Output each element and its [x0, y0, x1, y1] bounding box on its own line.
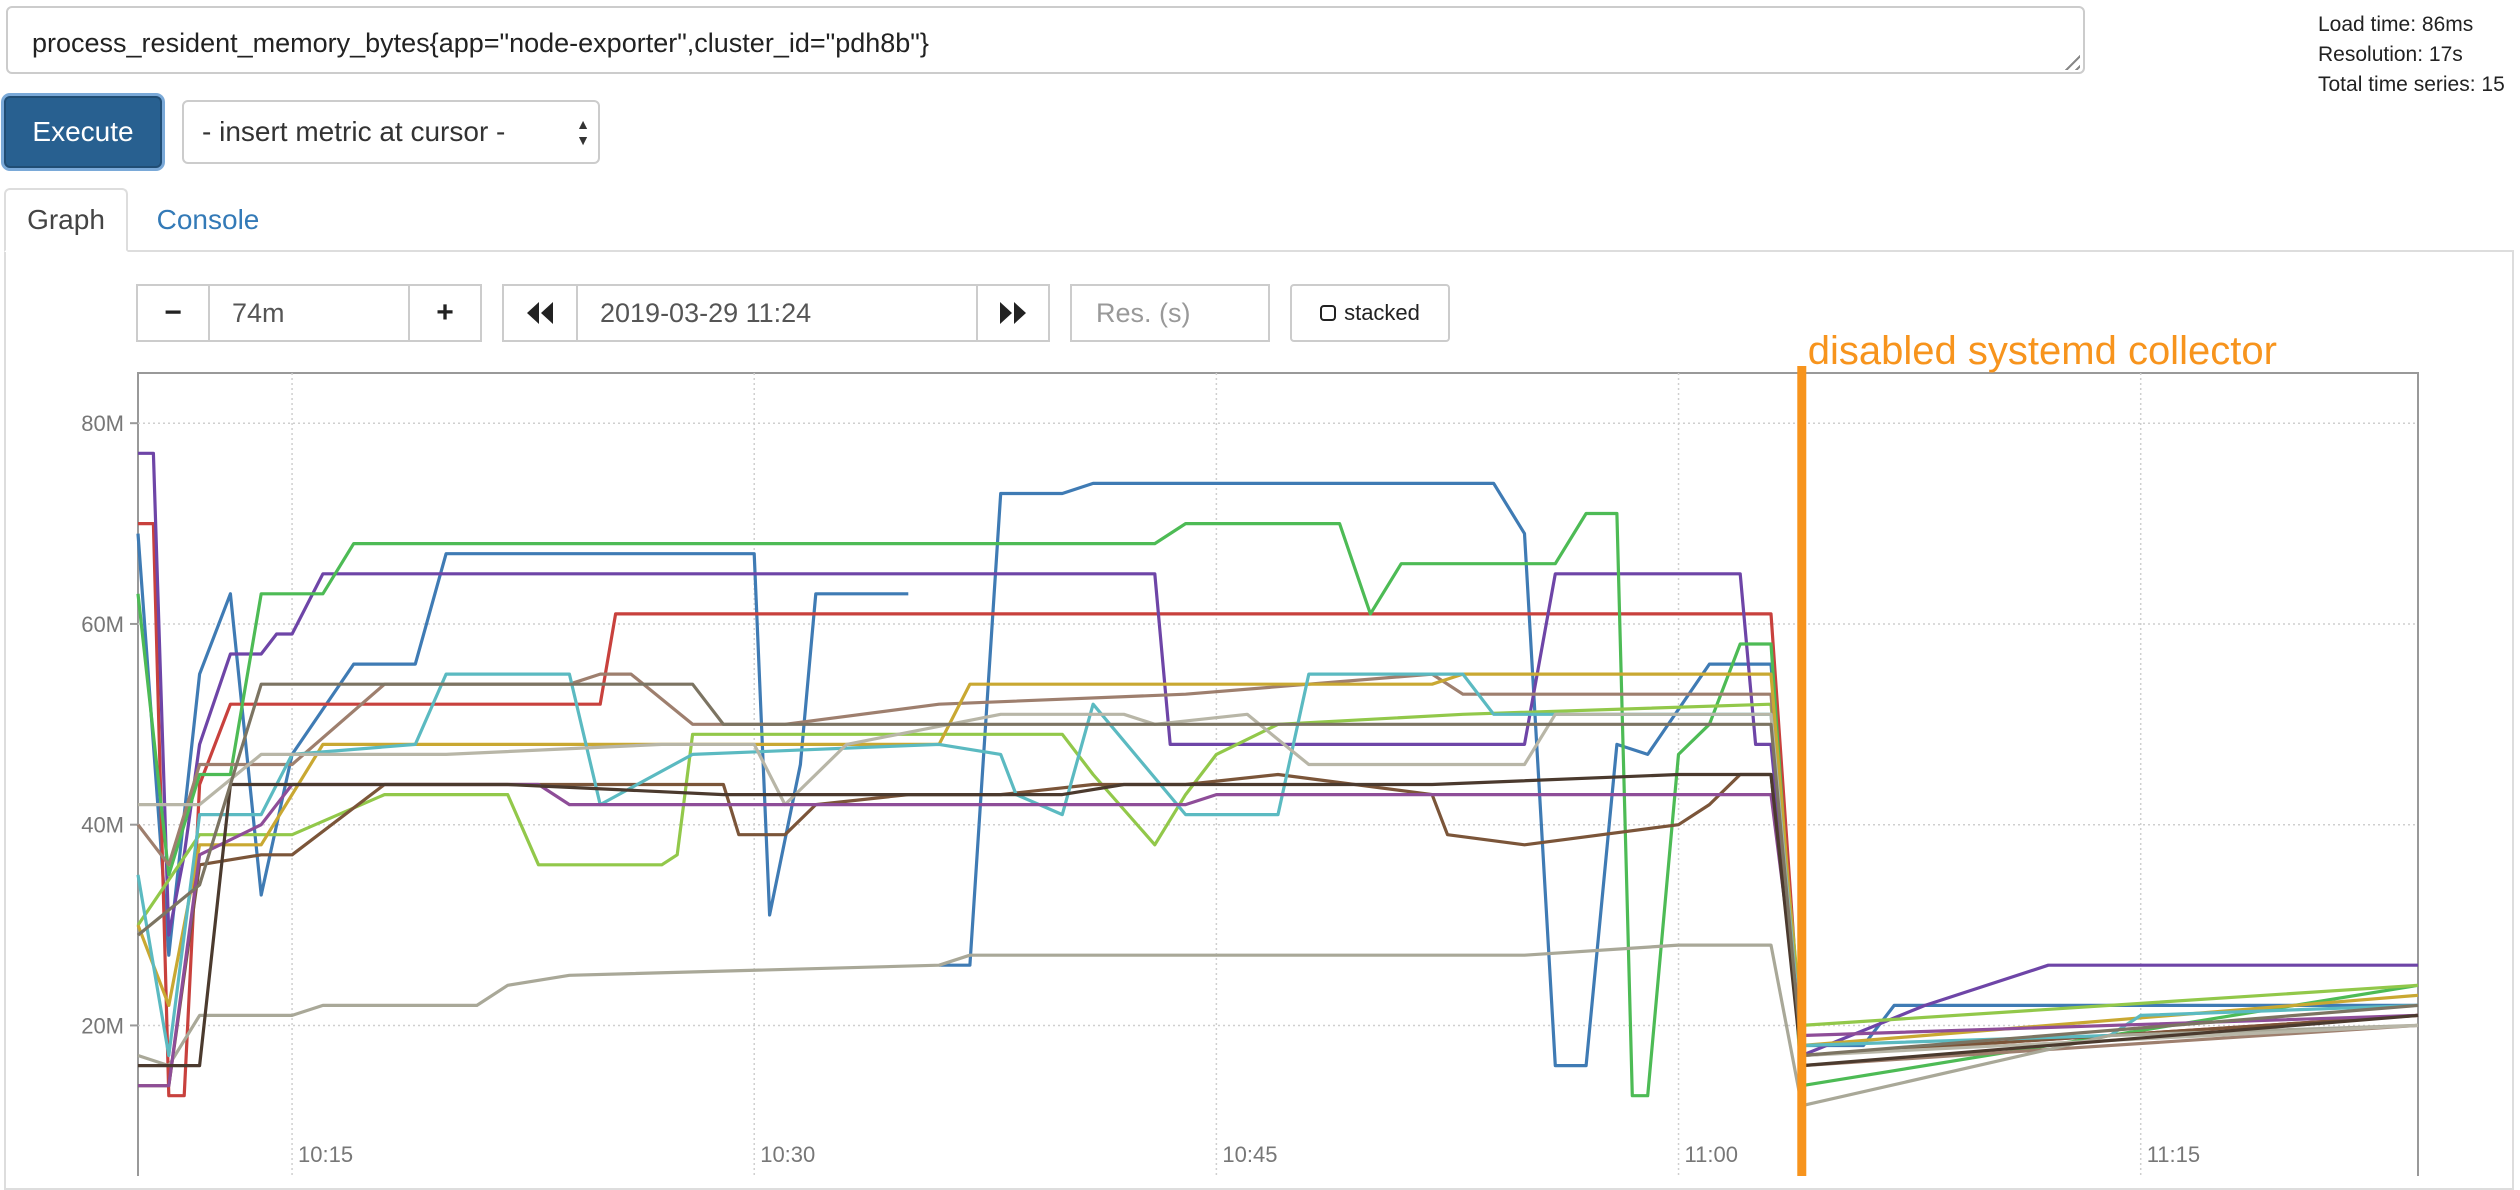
stacked-label: stacked: [1344, 300, 1420, 325]
resolution-input[interactable]: Res. (s): [1070, 284, 1270, 342]
y-tick-label: 80M: [81, 411, 124, 436]
range-increase-button[interactable]: +: [408, 284, 482, 342]
series-line-10: [137, 943, 2419, 1108]
total-series: Total time series: 15: [2318, 73, 2505, 96]
double-right-icon: [1000, 302, 1026, 324]
end-time-input[interactable]: 2019-03-29 11:24: [576, 284, 978, 342]
series-line-7: [136, 672, 2419, 1068]
range-input[interactable]: 74m: [208, 284, 410, 342]
time-forward-button[interactable]: [976, 284, 1050, 342]
resize-grip-icon[interactable]: [2064, 54, 2080, 70]
series-line-6: [138, 772, 2419, 1088]
select-arrows-icon: ▲ ▼: [576, 116, 590, 148]
execute-button[interactable]: Execute: [4, 96, 162, 168]
x-tick-label: 10:45: [1222, 1142, 1277, 1167]
y-tick-label: 40M: [81, 813, 124, 838]
time-back-button[interactable]: [502, 284, 578, 342]
annotation-label: disabled systemd collector: [1808, 329, 2277, 373]
tab-graph[interactable]: Graph: [4, 188, 128, 252]
series-line-8: [136, 672, 2419, 1048]
range-decrease-button[interactable]: −: [136, 284, 210, 342]
series-line-0: [136, 533, 909, 957]
series-line-5: [136, 702, 2419, 1027]
series-line-11: [138, 712, 2419, 1058]
x-tick-label: 11:00: [1685, 1142, 1738, 1167]
series-line-9: [136, 672, 2419, 1058]
insert-metric-select[interactable]: - insert metric at cursor - ▲ ▼: [182, 100, 600, 164]
expression-input[interactable]: [6, 6, 2085, 74]
resolution-stat: Resolution: 17s: [2318, 43, 2463, 66]
query-stats: Load time: 86ms Resolution: 17s Total ti…: [2318, 10, 2505, 100]
tab-console[interactable]: Console: [156, 204, 260, 235]
plot-frame: [137, 372, 2419, 1176]
stacked-toggle[interactable]: stacked: [1290, 284, 1450, 342]
y-tick-label: 20M: [81, 1013, 124, 1038]
series-line-13: [138, 772, 2419, 1068]
stacked-checkbox-icon: [1320, 305, 1337, 321]
x-tick-label: 11:15: [2147, 1142, 2200, 1167]
series-line-14: [136, 682, 2419, 1058]
load-time: Load time: 86ms: [2318, 13, 2474, 36]
series-line-12: [138, 782, 2419, 1088]
series-line-4: [136, 511, 2419, 1098]
insert-metric-select-value: - insert metric at cursor -: [202, 116, 506, 147]
y-tick-label: 60M: [81, 612, 124, 637]
double-left-icon: [527, 302, 553, 324]
x-tick-label: 10:15: [298, 1142, 353, 1167]
x-tick-label: 10:30: [760, 1142, 815, 1167]
